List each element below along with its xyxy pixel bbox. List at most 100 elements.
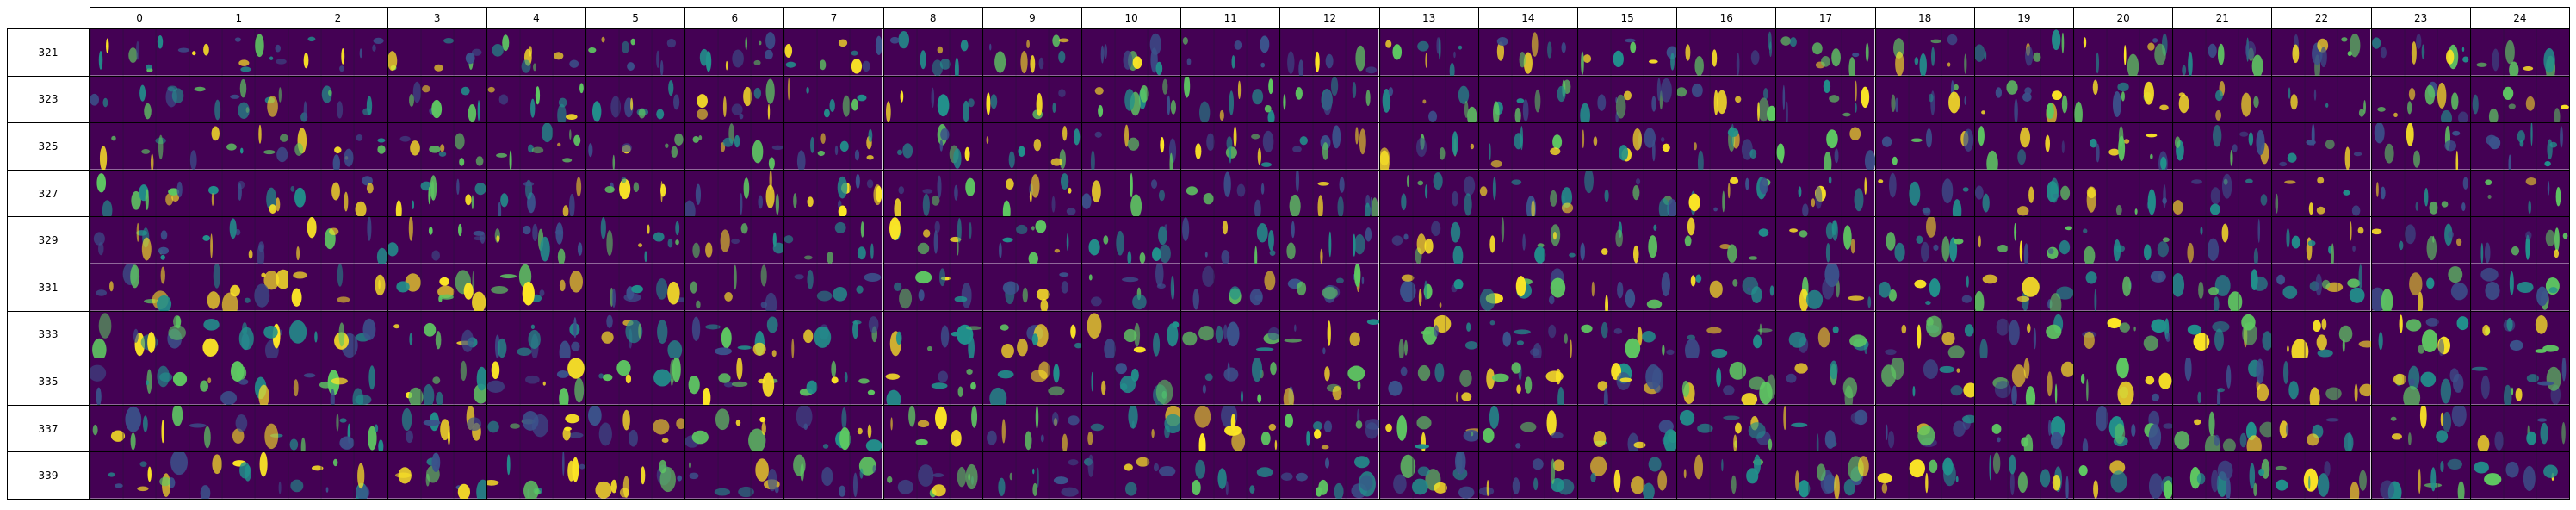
heatmap-tile (585, 358, 686, 406)
column-label: 16 (1676, 7, 1777, 28)
heatmap-image (2074, 405, 2173, 452)
row-label: 325 (7, 122, 90, 171)
heatmap-tile (2370, 75, 2471, 124)
heatmap-tile (1973, 169, 2074, 218)
heatmap-image (1875, 405, 1974, 452)
heatmap-image (1776, 123, 1875, 170)
heatmap-tile (882, 358, 983, 406)
heatmap-image (1082, 311, 1181, 358)
heatmap-tile (684, 75, 785, 124)
column-label: 12 (1279, 7, 1380, 28)
heatmap-tile (1180, 169, 1281, 218)
heatmap-image (586, 264, 685, 311)
heatmap-tile (2073, 216, 2174, 264)
heatmap-image (1677, 358, 1776, 405)
heatmap-tile (1180, 75, 1281, 124)
heatmap-image (982, 123, 1081, 170)
heatmap-tile (2172, 216, 2273, 264)
column-label: 2 (288, 7, 388, 28)
heatmap-image (2470, 452, 2569, 499)
heatmap-image (2272, 452, 2371, 499)
heatmap-tile (1973, 451, 2074, 500)
heatmap-tile (2073, 358, 2174, 406)
heatmap-tile (1477, 451, 1578, 500)
heatmap-tile (189, 28, 289, 77)
heatmap-image (1578, 123, 1677, 170)
heatmap-tile (1081, 358, 1182, 406)
heatmap-image (1974, 358, 2073, 405)
heatmap-tile (783, 122, 884, 171)
heatmap-image (1478, 311, 1577, 358)
heatmap-image (1677, 264, 1776, 311)
heatmap-image (2074, 217, 2173, 264)
heatmap-tile (387, 169, 487, 218)
heatmap-image (1578, 311, 1677, 358)
heatmap-tile (2370, 451, 2471, 500)
heatmap-tile (1081, 216, 1182, 264)
heatmap-tile (684, 310, 785, 359)
heatmap-tile (684, 404, 785, 453)
heatmap-tile (684, 264, 785, 312)
heatmap-tile (684, 169, 785, 218)
heatmap-image (2371, 358, 2470, 405)
heatmap-image (288, 264, 387, 311)
heatmap-tile (1577, 122, 1678, 171)
heatmap-tile (1676, 216, 1777, 264)
heatmap-tile (189, 75, 289, 124)
heatmap-tile (387, 451, 487, 500)
heatmap-tile (1279, 122, 1380, 171)
heatmap-image (685, 76, 784, 123)
heatmap-tile (1081, 404, 1182, 453)
heatmap-tile (1973, 122, 2074, 171)
heatmap-tile (2073, 310, 2174, 359)
heatmap-image (1875, 264, 1974, 311)
heatmap-image (2173, 358, 2272, 405)
heatmap-tile (2172, 264, 2273, 312)
heatmap-tile (189, 310, 289, 359)
heatmap-tile (1775, 310, 1876, 359)
heatmap-tile (981, 310, 1082, 359)
heatmap-tile (783, 28, 884, 77)
heatmap-tile (2172, 75, 2273, 124)
heatmap-tile (1279, 75, 1380, 124)
heatmap-tile (90, 75, 190, 124)
heatmap-image (486, 29, 585, 76)
heatmap-image (1974, 311, 2073, 358)
heatmap-image (2272, 170, 2371, 217)
heatmap-image (685, 358, 784, 405)
heatmap-tile (2073, 264, 2174, 312)
heatmap-image (883, 264, 982, 311)
heatmap-image (883, 358, 982, 405)
heatmap-tile (387, 75, 487, 124)
heatmap-image (586, 170, 685, 217)
heatmap-image (2470, 29, 2569, 76)
heatmap-tile (1477, 169, 1578, 218)
heatmap-tile (783, 404, 884, 453)
heatmap-image (2371, 452, 2470, 499)
heatmap-image (1379, 264, 1478, 311)
heatmap-tile (1973, 310, 2074, 359)
heatmap-tile (1477, 310, 1578, 359)
heatmap-tile (2469, 264, 2570, 312)
heatmap-image (883, 452, 982, 499)
heatmap-tile (2073, 28, 2174, 77)
heatmap-image (189, 76, 288, 123)
heatmap-image (1578, 405, 1677, 452)
heatmap-image (1181, 123, 1280, 170)
heatmap-tile (1676, 264, 1777, 312)
heatmap-image (982, 217, 1081, 264)
heatmap-image (1379, 405, 1478, 452)
heatmap-image (2272, 76, 2371, 123)
heatmap-tile (1180, 451, 1281, 500)
heatmap-image (685, 29, 784, 76)
heatmap-tile (1081, 310, 1182, 359)
heatmap-tile (585, 310, 686, 359)
heatmap-image (2272, 123, 2371, 170)
heatmap-tile (189, 451, 289, 500)
heatmap-image (2074, 76, 2173, 123)
heatmap-tile (2073, 404, 2174, 453)
heatmap-tile (1676, 310, 1777, 359)
heatmap-image (2371, 264, 2470, 311)
heatmap-tile (1477, 75, 1578, 124)
heatmap-image (189, 170, 288, 217)
